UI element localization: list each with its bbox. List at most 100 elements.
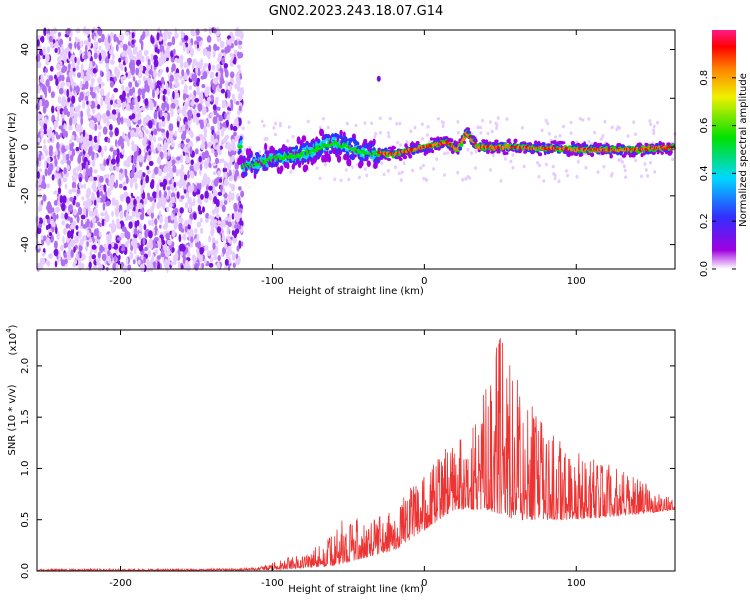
noise-speck — [100, 212, 105, 217]
noise-speck — [91, 254, 97, 260]
noise-speck — [220, 184, 224, 193]
noise-speck — [190, 47, 194, 57]
noise-speck — [63, 107, 69, 115]
noise-speck — [234, 83, 238, 90]
colorbar-tick-label: 0.0 — [699, 261, 710, 277]
noise-speck — [190, 159, 194, 165]
noise-speck — [58, 87, 64, 95]
noise-speck — [199, 247, 205, 255]
noise-speck — [138, 223, 143, 232]
noise-speck — [104, 37, 109, 46]
x-tick-label: 100 — [567, 578, 586, 589]
noise-speck — [212, 104, 217, 111]
noise-speck — [140, 179, 143, 186]
noise-speck — [225, 216, 229, 221]
noise-speck — [194, 44, 198, 50]
noise-speck — [190, 236, 194, 243]
trace-cell — [398, 157, 403, 161]
noise-speck — [564, 169, 568, 173]
noise-speck — [53, 240, 58, 249]
noise-speck — [542, 179, 546, 183]
noise-speck — [538, 163, 542, 168]
noise-speck — [115, 70, 120, 79]
noise-speck — [37, 223, 43, 229]
noise-speck — [163, 33, 168, 42]
noise-speck — [93, 41, 99, 49]
noise-speck — [238, 78, 241, 86]
noise-speck — [499, 179, 503, 183]
noise-speck — [153, 111, 158, 120]
noise-speck — [61, 220, 65, 226]
noise-speck — [83, 54, 89, 60]
trace-cell — [366, 160, 371, 167]
noise-speck — [98, 175, 104, 183]
noise-speck — [126, 93, 130, 98]
noise-speck — [159, 263, 162, 270]
noise-speck — [68, 63, 71, 71]
noise-speck — [228, 214, 232, 222]
noise-speck — [186, 252, 191, 258]
noise-speck — [505, 117, 509, 121]
noise-speck — [165, 82, 169, 91]
noise-speck — [182, 89, 187, 94]
noise-speck — [133, 156, 137, 165]
y-tick-label: -40 — [20, 236, 31, 252]
noise-speck — [214, 240, 219, 245]
noise-speck — [145, 129, 150, 135]
noise-speck — [77, 206, 83, 216]
noise-speck — [56, 115, 60, 122]
noise-speck — [97, 251, 101, 259]
noise-speck — [265, 137, 269, 141]
noise-speck — [230, 155, 235, 162]
noise-speck — [35, 54, 41, 62]
noise-speck — [224, 265, 228, 270]
noise-speck — [166, 249, 171, 256]
noise-speck — [221, 100, 227, 108]
noise-speck — [206, 35, 212, 43]
noise-speck — [93, 52, 98, 60]
noise-speck — [93, 208, 98, 218]
noise-speck — [226, 226, 230, 235]
noise-speck — [236, 245, 240, 252]
noise-speck — [68, 42, 73, 49]
noise-speck — [157, 142, 161, 152]
noise-speck — [172, 90, 175, 100]
noise-speck — [39, 95, 43, 100]
noise-speck — [107, 35, 111, 44]
noise-speck — [115, 155, 120, 164]
noise-speck — [562, 124, 566, 129]
noise-speck — [37, 170, 40, 179]
noise-speck — [55, 131, 58, 138]
noise-speck — [179, 207, 184, 214]
noise-speck — [479, 131, 483, 135]
noise-speck — [258, 150, 262, 154]
noise-speck — [215, 157, 219, 165]
noise-speck — [217, 70, 221, 80]
noise-speck — [610, 174, 613, 178]
noise-speck — [474, 166, 477, 170]
noise-speck — [88, 261, 92, 269]
noise-speck — [223, 62, 228, 69]
noise-speck — [78, 244, 83, 252]
noise-speck — [79, 163, 82, 173]
noise-speck — [60, 159, 65, 165]
noise-speck — [199, 199, 203, 206]
trace-cell — [402, 155, 408, 160]
noise-speck — [143, 50, 148, 57]
snr-panel: -200 -100 0 100 0.00.51.01.52.0 Height of s… — [5, 324, 676, 595]
noise-speck — [163, 149, 168, 159]
noise-speck — [289, 170, 293, 174]
noise-speck — [189, 170, 194, 177]
noise-speck — [154, 224, 158, 234]
noise-speck — [153, 242, 157, 249]
noise-speck — [69, 117, 73, 126]
noise-speck — [229, 52, 234, 58]
noise-speck — [168, 123, 174, 132]
noise-speck — [127, 215, 132, 221]
noise-speck — [557, 179, 561, 183]
noise-speck — [138, 202, 143, 210]
noise-speck — [216, 226, 222, 234]
noise-speck — [152, 78, 156, 84]
noise-speck — [544, 162, 548, 167]
noise-speck — [117, 116, 121, 126]
